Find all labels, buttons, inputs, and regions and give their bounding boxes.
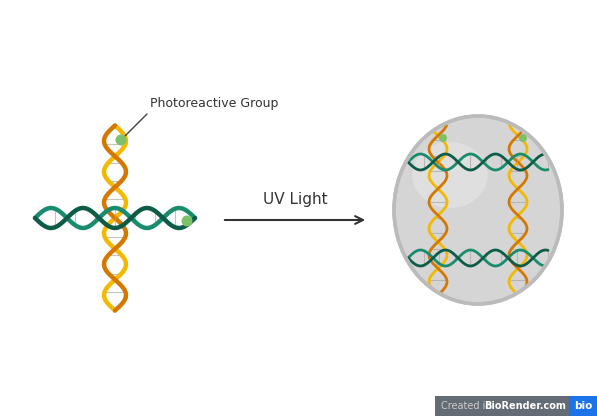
Text: bio: bio (574, 401, 592, 411)
Circle shape (115, 135, 127, 145)
Text: UV Light: UV Light (263, 192, 327, 207)
Circle shape (519, 134, 527, 142)
Ellipse shape (412, 142, 488, 208)
FancyBboxPatch shape (435, 396, 569, 416)
Circle shape (181, 216, 192, 227)
Text: Created in: Created in (441, 401, 495, 411)
Text: BioRender.com: BioRender.com (484, 401, 566, 411)
Text: Photoreactive Group: Photoreactive Group (150, 97, 278, 110)
Ellipse shape (394, 116, 562, 304)
FancyBboxPatch shape (569, 396, 597, 416)
Circle shape (439, 134, 447, 142)
